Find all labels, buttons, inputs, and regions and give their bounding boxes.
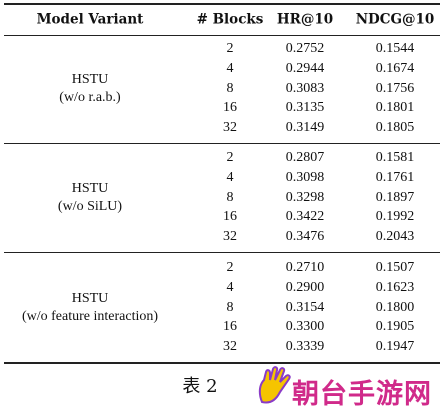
cell: 4 [226, 60, 234, 76]
cell: 8 [226, 189, 234, 205]
cell: 0.1905 [375, 319, 415, 335]
cell: 2 [226, 150, 234, 165]
model-label: HSTU [71, 290, 109, 306]
cell: 4 [226, 169, 234, 185]
rule [4, 143, 440, 145]
cell: 32 [223, 339, 237, 355]
cell: 0.1947 [375, 339, 415, 355]
cell: 32 [223, 120, 237, 136]
cell: 0.3135 [285, 100, 325, 116]
cell: 0.2043 [375, 229, 415, 245]
rule [4, 3, 440, 5]
rule [4, 252, 440, 254]
cell: 0.1581 [375, 150, 415, 165]
cell: 0.2752 [285, 41, 325, 56]
cell: 0.1674 [375, 60, 415, 76]
caption: 表 2 [182, 376, 218, 397]
cell: 32 [223, 229, 237, 245]
cell: 0.1800 [375, 299, 415, 315]
cell: 0.2900 [285, 279, 325, 295]
cell: 0.1623 [375, 279, 415, 295]
cell: 0.3339 [285, 339, 325, 355]
cell: 0.2807 [285, 150, 325, 165]
cell: 16 [223, 319, 237, 335]
model-label: (w/o SiLU) [57, 198, 123, 214]
cell: 16 [223, 209, 237, 225]
header-cell: Model Variant [36, 11, 144, 28]
cell: 0.3300 [285, 319, 325, 335]
watermark-icon [258, 366, 291, 404]
cell: 2 [226, 41, 234, 56]
cell: 2 [226, 260, 234, 275]
cell: 8 [226, 80, 234, 96]
cell: 4 [226, 279, 234, 295]
header-cell: NDCG@10 [355, 11, 435, 28]
rule [4, 35, 440, 36]
model-label: (w/o r.a.b.) [59, 89, 121, 105]
header-cell: # Blocks [196, 11, 264, 28]
cell: 0.1761 [375, 169, 415, 185]
model-label: (w/o feature interaction) [21, 308, 159, 324]
cell: 16 [223, 100, 237, 116]
cell: 0.3476 [285, 229, 325, 245]
cell: 0.1992 [375, 209, 415, 225]
cell: 0.3298 [285, 189, 325, 205]
cell: 0.3083 [285, 80, 325, 96]
cell: 0.2710 [285, 260, 325, 275]
cell: 0.3098 [285, 169, 325, 185]
cell: 0.3154 [285, 299, 325, 315]
header-cell: HR@10 [276, 11, 334, 28]
cell: 0.3149 [285, 120, 325, 136]
cell: 0.1544 [375, 41, 415, 56]
cell: 8 [226, 299, 234, 315]
cell: 0.1801 [375, 100, 415, 116]
cell: 0.1805 [375, 120, 415, 136]
cell: 0.3422 [285, 209, 325, 225]
model-label: HSTU [71, 71, 109, 87]
watermark: 朝台手游网 [292, 379, 432, 406]
cell: 0.2944 [285, 60, 325, 76]
cell: 0.1507 [375, 260, 415, 275]
model-label: HSTU [71, 180, 109, 196]
cell: 0.1756 [375, 80, 415, 96]
rule [4, 362, 440, 364]
cell: 0.1897 [375, 189, 415, 205]
